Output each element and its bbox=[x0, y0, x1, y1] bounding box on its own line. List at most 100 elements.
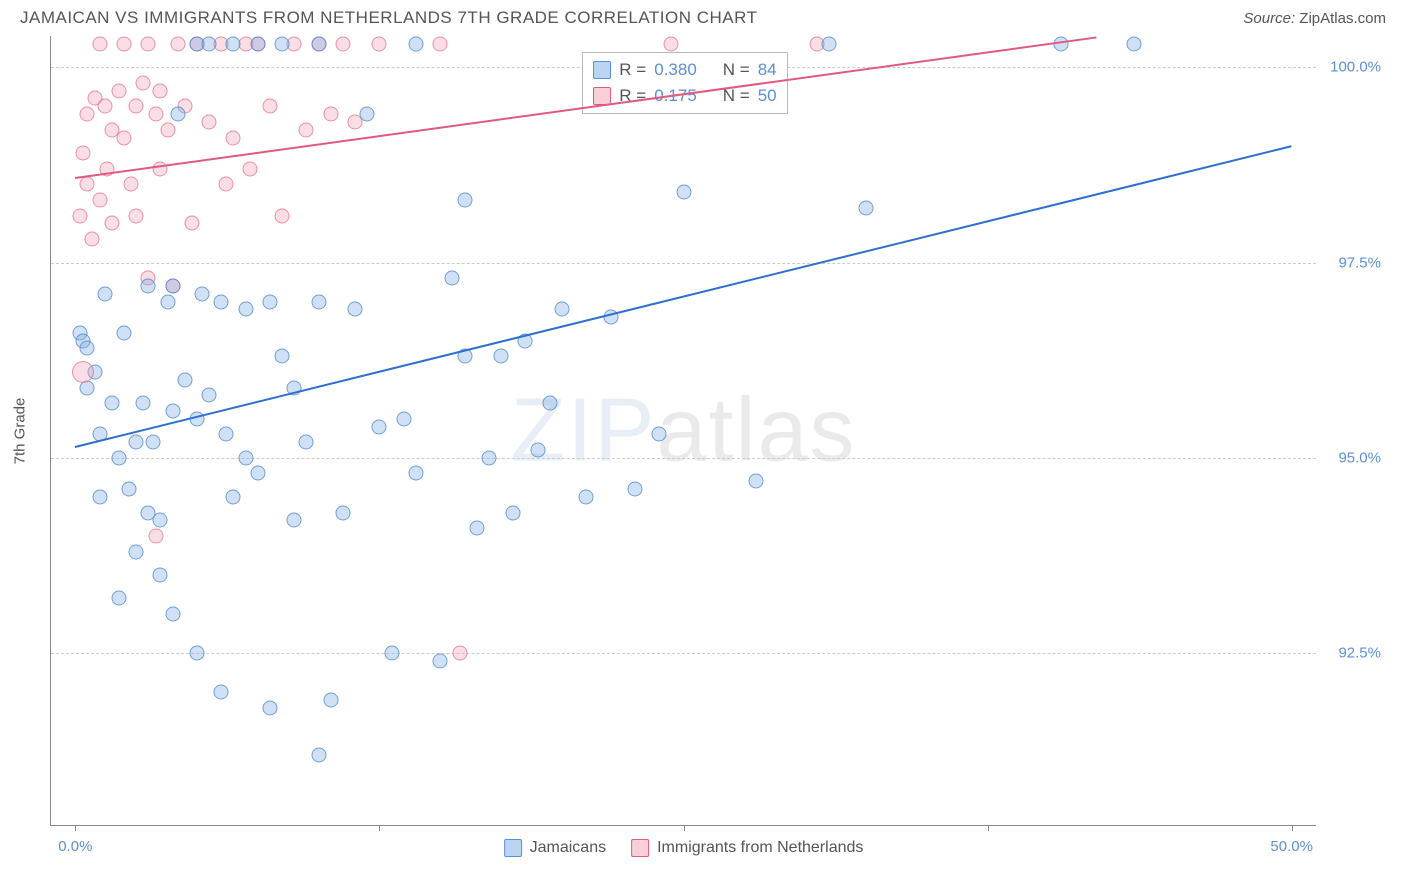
data-point bbox=[219, 427, 234, 442]
x-tick-label: 50.0% bbox=[1270, 838, 1313, 855]
watermark: ZIPatlas bbox=[510, 379, 856, 482]
data-point bbox=[153, 568, 168, 583]
data-point bbox=[136, 75, 151, 90]
data-point bbox=[214, 685, 229, 700]
data-point bbox=[116, 325, 131, 340]
data-point bbox=[72, 361, 94, 383]
data-point bbox=[311, 747, 326, 762]
data-point bbox=[170, 107, 185, 122]
data-point bbox=[627, 482, 642, 497]
data-point bbox=[408, 36, 423, 51]
data-point bbox=[311, 294, 326, 309]
data-point bbox=[97, 286, 112, 301]
data-point bbox=[348, 302, 363, 317]
data-point bbox=[124, 177, 139, 192]
data-point bbox=[116, 36, 131, 51]
source-label: Source: bbox=[1243, 10, 1295, 27]
data-point bbox=[457, 193, 472, 208]
data-point bbox=[202, 114, 217, 129]
data-point bbox=[1126, 36, 1141, 51]
data-point bbox=[275, 36, 290, 51]
data-point bbox=[530, 443, 545, 458]
data-point bbox=[469, 521, 484, 536]
data-point bbox=[299, 435, 314, 450]
legend-swatch bbox=[593, 61, 611, 79]
data-point bbox=[97, 99, 112, 114]
data-point bbox=[494, 349, 509, 364]
data-point bbox=[262, 294, 277, 309]
r-label: R = bbox=[619, 83, 646, 109]
data-point bbox=[75, 146, 90, 161]
data-point bbox=[506, 505, 521, 520]
data-point bbox=[73, 208, 88, 223]
data-point bbox=[452, 646, 467, 661]
data-point bbox=[92, 36, 107, 51]
data-point bbox=[112, 450, 127, 465]
data-point bbox=[299, 122, 314, 137]
n-label: N = bbox=[723, 57, 750, 83]
watermark-thin: atlas bbox=[656, 380, 856, 480]
data-point bbox=[554, 302, 569, 317]
y-axis-label: 7th Grade bbox=[12, 398, 29, 465]
data-point bbox=[445, 271, 460, 286]
data-point bbox=[219, 177, 234, 192]
data-point bbox=[579, 489, 594, 504]
data-point bbox=[238, 450, 253, 465]
legend-swatch bbox=[504, 839, 522, 857]
data-point bbox=[136, 396, 151, 411]
data-point bbox=[335, 36, 350, 51]
data-point bbox=[165, 403, 180, 418]
data-point bbox=[129, 99, 144, 114]
legend-label: Jamaicans bbox=[530, 839, 606, 857]
data-point bbox=[160, 294, 175, 309]
data-point bbox=[433, 36, 448, 51]
data-point bbox=[112, 83, 127, 98]
data-point bbox=[238, 302, 253, 317]
data-point bbox=[323, 693, 338, 708]
data-point bbox=[141, 36, 156, 51]
data-point bbox=[85, 232, 100, 247]
data-point bbox=[153, 513, 168, 528]
data-point bbox=[202, 36, 217, 51]
data-point bbox=[275, 349, 290, 364]
data-point bbox=[433, 653, 448, 668]
data-point bbox=[226, 36, 241, 51]
data-point bbox=[226, 130, 241, 145]
data-point bbox=[92, 489, 107, 504]
legend-swatch bbox=[593, 87, 611, 105]
y-tick-label: 95.0% bbox=[1321, 449, 1381, 466]
data-point bbox=[481, 450, 496, 465]
data-point bbox=[226, 489, 241, 504]
x-tick-mark bbox=[379, 825, 380, 831]
source-value: ZipAtlas.com bbox=[1299, 10, 1386, 27]
data-point bbox=[323, 107, 338, 122]
data-point bbox=[153, 83, 168, 98]
data-point bbox=[676, 185, 691, 200]
stats-row: R =0.380N =84 bbox=[593, 57, 776, 83]
data-point bbox=[262, 700, 277, 715]
data-point bbox=[148, 528, 163, 543]
r-label: R = bbox=[619, 57, 646, 83]
plot-region: ZIPatlas 92.5%95.0%97.5%100.0%0.0%50.0%R… bbox=[50, 36, 1316, 826]
data-point bbox=[372, 419, 387, 434]
data-point bbox=[129, 208, 144, 223]
data-point bbox=[165, 278, 180, 293]
data-point bbox=[185, 216, 200, 231]
data-point bbox=[372, 36, 387, 51]
x-tick-mark bbox=[684, 825, 685, 831]
data-point bbox=[80, 177, 95, 192]
data-point bbox=[243, 161, 258, 176]
data-point bbox=[92, 193, 107, 208]
data-point bbox=[141, 278, 156, 293]
y-tick-label: 97.5% bbox=[1321, 254, 1381, 271]
data-point bbox=[542, 396, 557, 411]
data-point bbox=[80, 107, 95, 122]
data-point bbox=[396, 411, 411, 426]
data-point bbox=[189, 646, 204, 661]
data-point bbox=[250, 466, 265, 481]
data-point bbox=[822, 36, 837, 51]
data-point bbox=[858, 200, 873, 215]
data-point bbox=[177, 372, 192, 387]
data-point bbox=[250, 36, 265, 51]
data-point bbox=[80, 341, 95, 356]
